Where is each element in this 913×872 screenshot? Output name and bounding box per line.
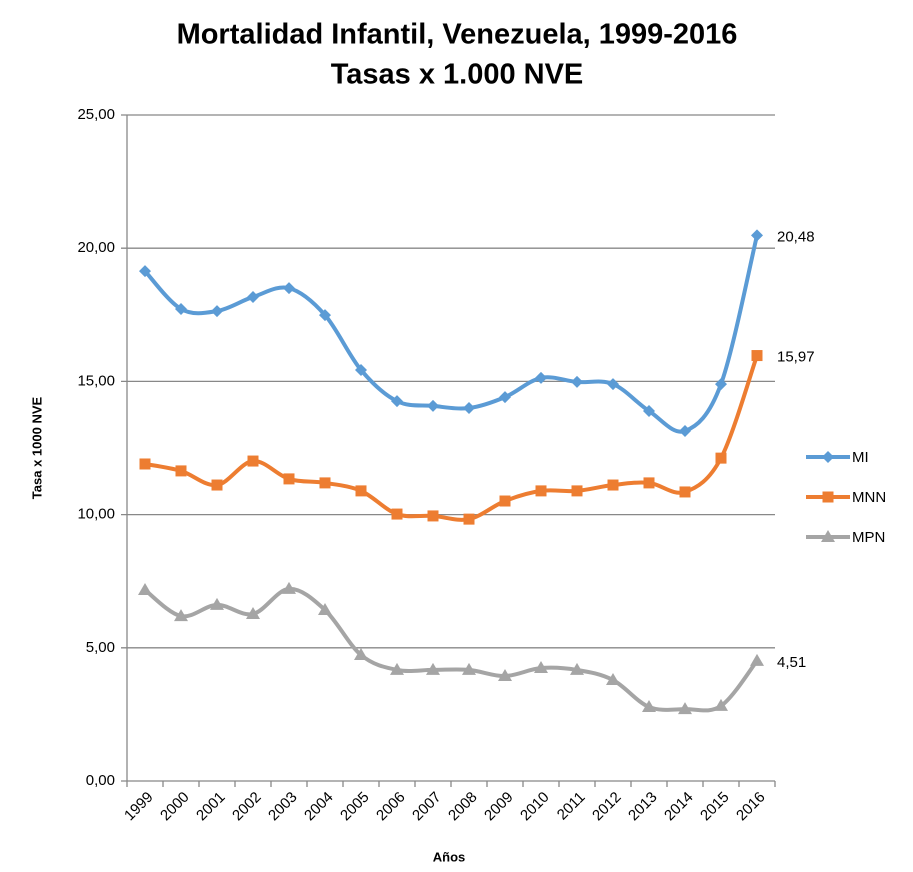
legend-label: MI (852, 449, 869, 466)
x-axis-title: Años (433, 849, 466, 864)
marker (319, 309, 331, 322)
marker (175, 465, 187, 477)
marker (535, 485, 547, 497)
marker (426, 662, 440, 675)
marker (390, 662, 404, 675)
x-tick-label: 2002 (229, 789, 265, 825)
marker (679, 424, 691, 437)
marker (246, 606, 260, 619)
x-tick-label: 2011 (554, 789, 589, 824)
marker (607, 378, 619, 391)
marker (714, 698, 728, 711)
marker (174, 609, 188, 622)
x-tick-label: 1999 (121, 789, 157, 825)
marker (211, 479, 223, 491)
series-line (144, 354, 759, 522)
marker (175, 302, 187, 315)
marker (283, 282, 295, 295)
marker (643, 477, 655, 489)
x-tick-label: 2014 (661, 789, 697, 825)
legend-label: MNN (852, 489, 886, 506)
marker (535, 371, 547, 384)
x-tick-label: 2000 (157, 789, 193, 825)
marker (822, 451, 834, 463)
x-tick-label: 2010 (517, 789, 553, 825)
x-tick-label: 2003 (265, 789, 301, 825)
marker (247, 455, 259, 467)
series-line (143, 234, 759, 434)
marker (715, 452, 727, 464)
marker (571, 375, 583, 388)
marker (318, 602, 332, 615)
marker (643, 404, 655, 417)
marker (138, 582, 152, 595)
marker (427, 399, 439, 412)
x-tick-label: 2015 (697, 789, 733, 825)
marker (391, 508, 403, 520)
marker (355, 363, 367, 376)
y-tick-label: 25,00 (77, 106, 115, 123)
y-tick-label: 15,00 (77, 372, 115, 389)
data-label: 15,97 (777, 349, 815, 366)
y-axis-title: Tasa x 1000 NVE (29, 396, 44, 499)
y-tick-label: 20,00 (77, 239, 115, 256)
legend-label: MPN (852, 529, 885, 546)
marker (715, 378, 727, 391)
marker (822, 491, 834, 503)
marker (679, 486, 691, 498)
x-tick-label: 2009 (481, 789, 517, 825)
marker (282, 581, 296, 594)
marker (463, 513, 475, 525)
x-tick-label: 2006 (373, 789, 409, 825)
marker (354, 647, 368, 660)
marker (821, 530, 835, 542)
marker (571, 485, 583, 497)
y-tick-label: 10,00 (77, 506, 115, 523)
marker (642, 699, 656, 712)
x-tick-label: 2013 (625, 789, 661, 825)
x-tick-label: 2007 (409, 789, 445, 825)
chart-title: Mortalidad Infantil, Venezuela, 1999-201… (177, 19, 738, 51)
marker (139, 458, 151, 470)
marker (607, 479, 619, 491)
series-line (143, 586, 759, 713)
marker (498, 669, 512, 682)
x-tick-label: 2016 (733, 789, 769, 825)
marker (751, 229, 763, 242)
marker (570, 662, 584, 675)
marker (462, 662, 476, 675)
marker (427, 510, 439, 522)
marker (750, 653, 764, 666)
x-tick-label: 2005 (337, 789, 373, 825)
data-label: 4,51 (777, 654, 806, 671)
x-tick-label: 2001 (193, 789, 229, 825)
x-tick-label: 2004 (301, 789, 337, 825)
marker (355, 485, 367, 497)
x-tick-label: 2012 (589, 789, 625, 825)
marker (139, 265, 151, 278)
marker (534, 661, 548, 674)
marker (319, 477, 331, 489)
marker (751, 350, 763, 362)
y-tick-label: 5,00 (86, 639, 115, 656)
marker (499, 495, 511, 507)
chart-subtitle: Tasas x 1.000 NVE (331, 59, 584, 91)
marker (463, 402, 475, 415)
y-tick-label: 0,00 (86, 772, 115, 789)
marker (391, 395, 403, 408)
x-tick-label: 2008 (445, 789, 481, 825)
marker (606, 673, 620, 686)
marker (210, 597, 224, 610)
marker (211, 305, 223, 318)
marker (247, 290, 259, 303)
marker (678, 702, 692, 715)
marker (283, 473, 295, 485)
marker (499, 391, 511, 404)
data-label: 20,48 (777, 228, 815, 245)
